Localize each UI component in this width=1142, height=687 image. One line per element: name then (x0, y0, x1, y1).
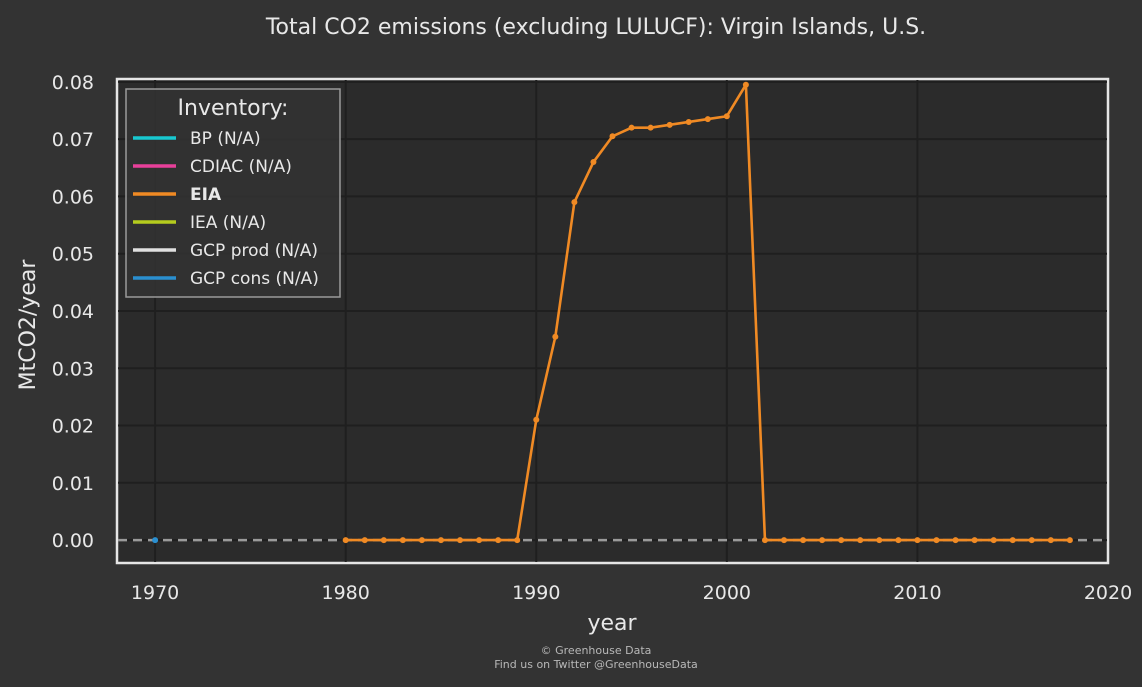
y-axis-label: MtCO2/year (16, 259, 41, 391)
data-point (971, 537, 978, 544)
data-point (723, 113, 730, 120)
data-point (819, 537, 826, 544)
legend-label: GCP cons (N/A) (190, 269, 319, 289)
y-tick-label: 0.02 (52, 416, 94, 438)
data-point (628, 124, 635, 131)
y-tick-label: 0.01 (52, 473, 94, 495)
data-point (437, 537, 444, 544)
credit-line-2: Find us on Twitter @GreenhouseData (494, 658, 698, 671)
legend-label: IEA (N/A) (190, 213, 266, 233)
data-point (933, 537, 940, 544)
x-tick-label: 2020 (1084, 582, 1132, 604)
x-tick-label: 1980 (322, 582, 370, 604)
x-tick-label: 1990 (512, 582, 560, 604)
data-point (876, 537, 883, 544)
y-tick-label: 0.04 (52, 301, 94, 323)
data-point (1047, 537, 1054, 544)
chart-title: Total CO2 emissions (excluding LULUCF): … (265, 15, 926, 40)
data-point (457, 537, 464, 544)
series-gcp-cons-n-a (152, 537, 159, 544)
legend-label: EIA (190, 185, 222, 205)
y-tick-label: 0.06 (52, 186, 94, 208)
data-point (514, 537, 521, 544)
data-point (704, 116, 711, 123)
data-point (152, 537, 159, 544)
data-point (857, 537, 864, 544)
data-point (609, 133, 616, 140)
legend-label: CDIAC (N/A) (190, 157, 292, 177)
y-tick-label: 0.05 (52, 244, 94, 266)
series-eia (342, 81, 1073, 544)
data-point (914, 537, 921, 544)
y-tick-label: 0.07 (52, 129, 94, 151)
x-tick-label: 1970 (131, 582, 179, 604)
data-point (990, 537, 997, 544)
x-tick-label: 2000 (703, 582, 751, 604)
data-point (552, 333, 559, 340)
data-point (685, 118, 692, 125)
series-layer (152, 81, 1073, 544)
data-point (838, 537, 845, 544)
data-point (1009, 537, 1016, 544)
data-point (666, 121, 673, 128)
ticks: 1970 1980 1990 2000 2010 2020 0.00 0.01 0.02 0.03… (52, 72, 1132, 604)
data-point (742, 81, 749, 88)
x-axis-label: year (587, 611, 637, 636)
data-point (800, 537, 807, 544)
legend-title: Inventory: (178, 96, 289, 121)
y-tick-label: 0.00 (52, 530, 94, 552)
legend-label: BP (N/A) (190, 129, 261, 149)
data-point (399, 537, 406, 544)
data-point (590, 159, 597, 166)
legend: Inventory: BP (N/A) CDIAC (N/A) EIA IEA (N/… (125, 88, 341, 298)
data-point (1028, 537, 1035, 544)
data-point (361, 537, 368, 544)
legend-label: GCP prod (N/A) (190, 241, 318, 261)
y-tick-label: 0.03 (52, 358, 94, 380)
data-point (952, 537, 959, 544)
data-point (533, 416, 540, 423)
credit-line-1: © Greenhouse Data (541, 644, 652, 657)
data-point (418, 537, 425, 544)
data-point (781, 537, 788, 544)
y-tick-label: 0.08 (52, 72, 94, 94)
data-point (571, 199, 578, 206)
data-point (647, 124, 654, 131)
data-point (761, 537, 768, 544)
legend-items: BP (N/A) CDIAC (N/A) EIA IEA (N/A) GCP prod … (133, 129, 319, 289)
data-point (895, 537, 902, 544)
x-tick-label: 2010 (893, 582, 941, 604)
data-point (1066, 537, 1073, 544)
data-point (342, 537, 349, 544)
data-point (476, 537, 483, 544)
data-point (495, 537, 502, 544)
data-point (380, 537, 387, 544)
